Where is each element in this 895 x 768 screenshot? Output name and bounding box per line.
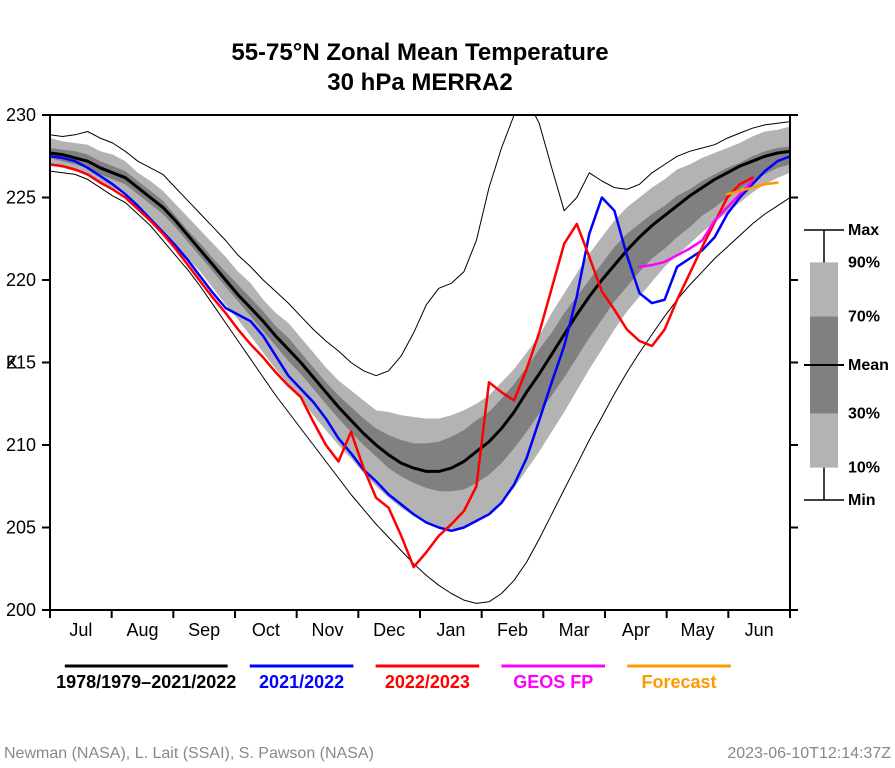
- credits-text: Newman (NASA), L. Lait (SSAI), S. Pawson…: [4, 745, 374, 762]
- legend-right-label: Min: [848, 492, 876, 509]
- legend-right-label: 70%: [848, 308, 880, 325]
- chart-title-1: 55-75°N Zonal Mean Temperature: [231, 39, 608, 66]
- month-label: Jul: [69, 620, 92, 640]
- month-label: Feb: [497, 620, 528, 640]
- month-label: Sep: [188, 620, 220, 640]
- chart-title-2: 30 hPa MERRA2: [327, 69, 512, 96]
- legend-label: 2022/2023: [385, 672, 470, 692]
- legend-label: 2021/2022: [259, 672, 344, 692]
- legend-right-label: Max: [848, 222, 879, 239]
- legend-right-label: Mean: [848, 357, 889, 374]
- timestamp-text: 2023-06-10T12:14:37Z: [727, 745, 891, 762]
- legend-right-label: 90%: [848, 254, 880, 271]
- band-70-90: [50, 127, 790, 444]
- month-label: Nov: [311, 620, 343, 640]
- y-tick-label: 230: [6, 105, 36, 125]
- y-tick-label: 205: [6, 518, 36, 538]
- month-label: Jun: [745, 620, 774, 640]
- legend-right-label: 10%: [848, 460, 880, 477]
- legend-label: Forecast: [641, 672, 716, 692]
- legend-label: 1978/1979–2021/2022: [56, 672, 236, 692]
- month-label: Aug: [126, 620, 158, 640]
- chart-svg: 55-75°N Zonal Mean Temperature 30 hPa MER…: [0, 0, 895, 768]
- y-axis-label: K: [6, 353, 18, 373]
- chart-container: 55-75°N Zonal Mean Temperature 30 hPa MER…: [0, 0, 895, 768]
- month-label: Jan: [436, 620, 465, 640]
- y-tick-label: 200: [6, 600, 36, 620]
- y-tick-label: 225: [6, 188, 36, 208]
- month-label: May: [680, 620, 714, 640]
- y-tick-label: 220: [6, 270, 36, 290]
- legend-label: GEOS FP: [513, 672, 593, 692]
- month-label: Apr: [622, 620, 650, 640]
- legend-right-label: 30%: [848, 406, 880, 423]
- y-tick-label: 210: [6, 435, 36, 455]
- month-label: Oct: [252, 620, 280, 640]
- month-label: Dec: [373, 620, 405, 640]
- month-label: Mar: [559, 620, 590, 640]
